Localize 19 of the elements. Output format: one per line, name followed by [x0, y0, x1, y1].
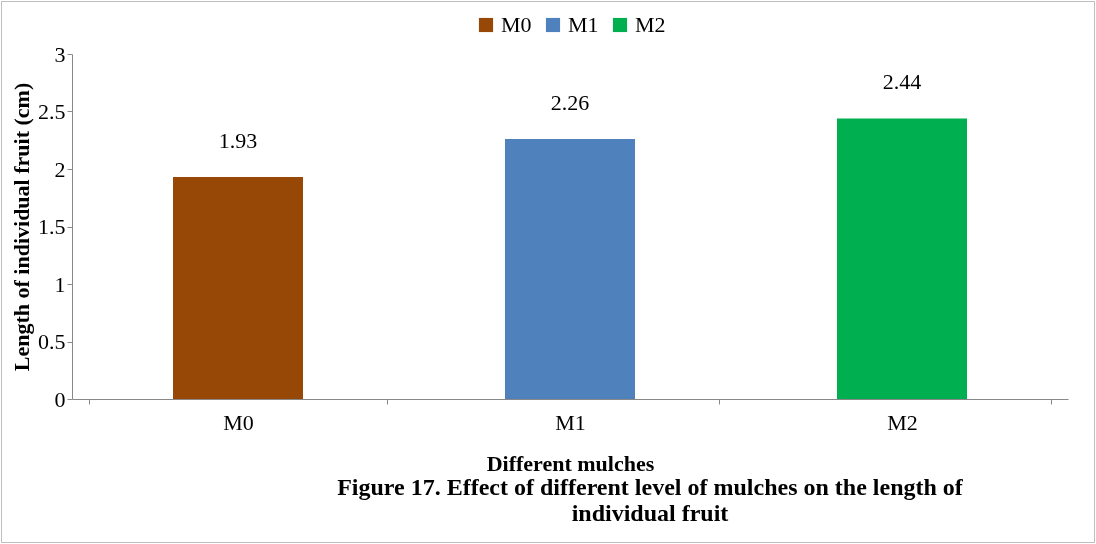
y-axis-title: Length of individual fruit (cm) [9, 82, 34, 372]
x-axis-title: Different mulches [486, 450, 655, 476]
data-label: 2.44 [882, 69, 922, 95]
y-tick-label: 0.5 [38, 329, 66, 354]
y-tick-label: 0 [54, 386, 66, 412]
legend-label: M2 [635, 12, 666, 37]
y-tick-label: 1 [54, 271, 66, 297]
legend-label: M0 [501, 12, 532, 37]
y-tick-label: 3 [54, 41, 66, 67]
y-tick-label: 1.5 [38, 214, 66, 239]
text: Figure 17. Effect of different level of mulches on the length of individual fruit [337, 474, 964, 526]
y-tick-label: 2.5 [38, 99, 66, 124]
legend-label: M1 [568, 12, 599, 37]
x-tick-label: M2 [887, 409, 918, 435]
x-tick-label: M0 [223, 409, 254, 435]
y-tick-label: 2 [54, 156, 66, 182]
data-label: 2.26 [550, 90, 590, 116]
data-label: 1.93 [218, 128, 258, 154]
x-tick-label: M1 [555, 409, 586, 435]
